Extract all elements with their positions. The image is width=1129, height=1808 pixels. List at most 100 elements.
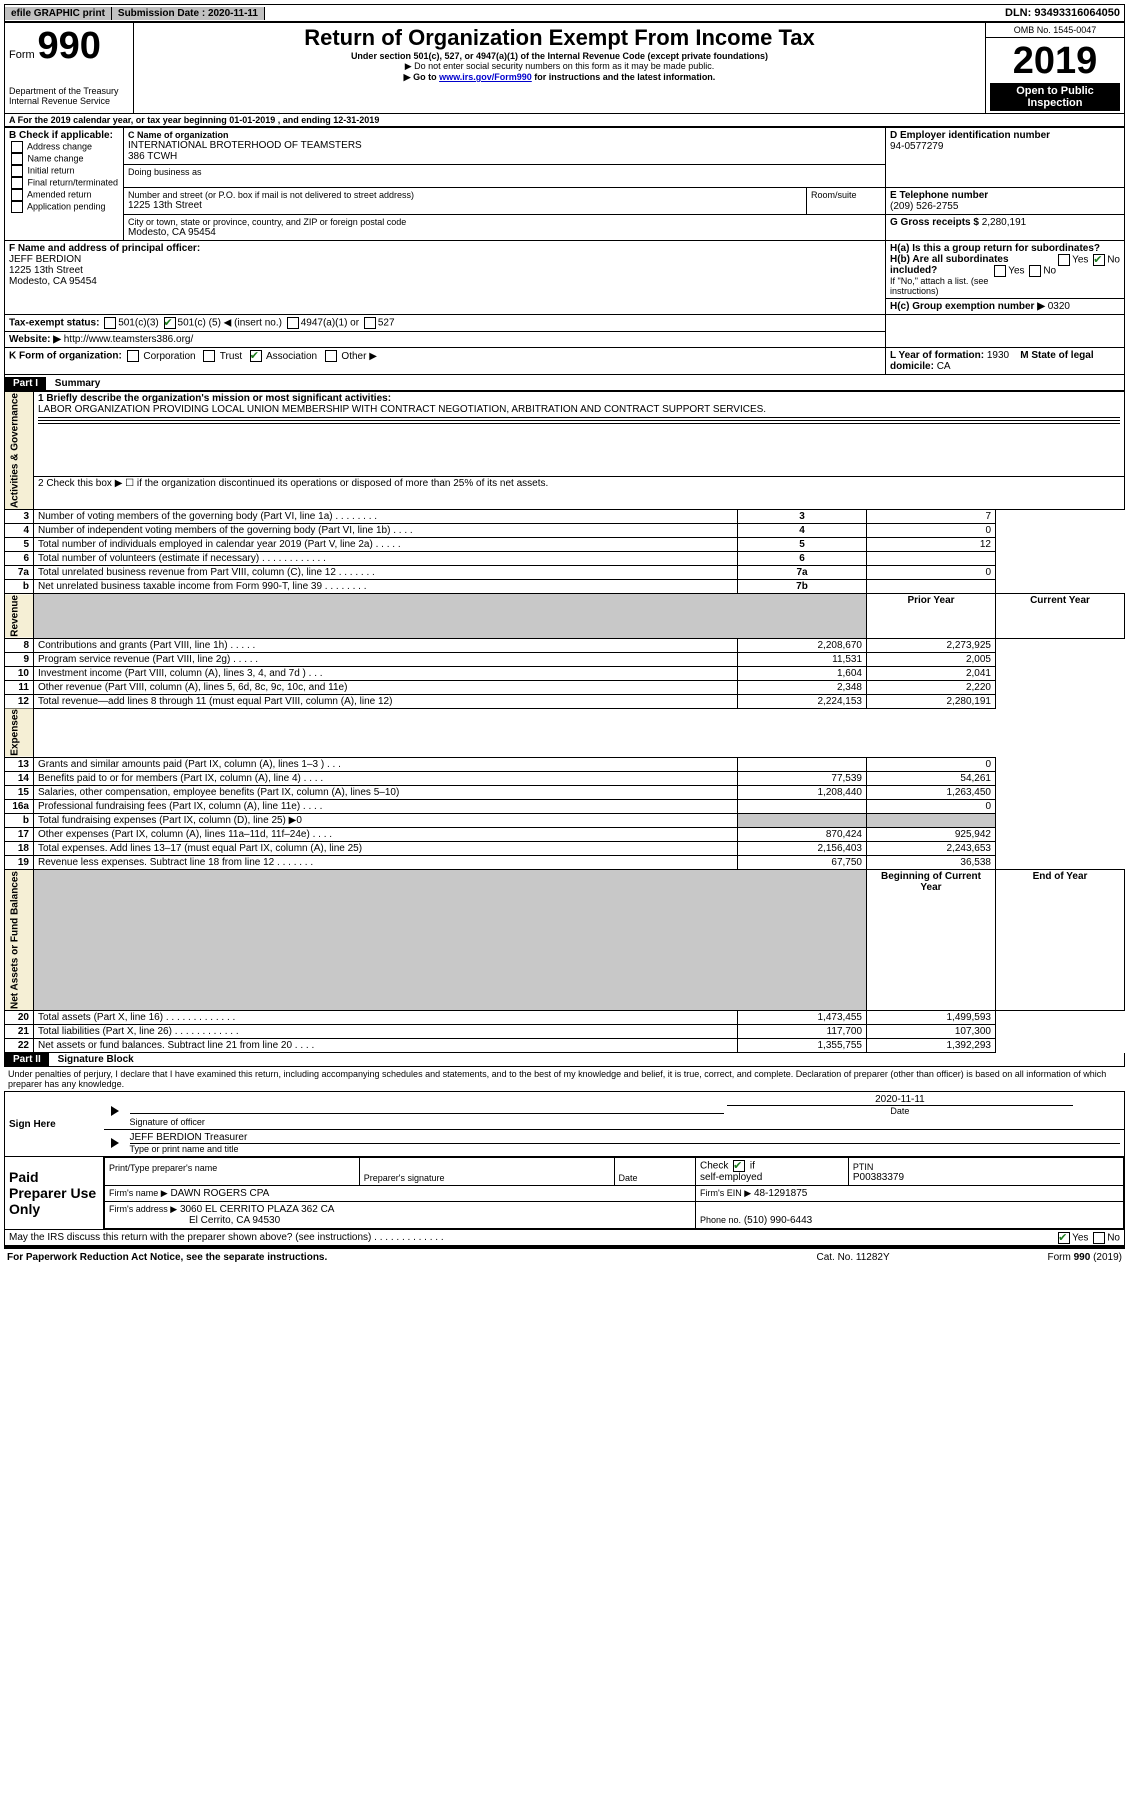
row-num: 12 <box>5 694 34 708</box>
row-cy: 2,041 <box>867 666 996 680</box>
b-opt-check[interactable] <box>11 201 23 213</box>
b-opt-check[interactable] <box>11 177 23 189</box>
side-governance: Activities & Governance <box>5 392 34 510</box>
ha-no[interactable] <box>1093 254 1105 266</box>
row-num: 19 <box>5 856 34 870</box>
row-num: 22 <box>5 1039 34 1053</box>
i-501c[interactable] <box>164 317 176 329</box>
k-label: K Form of organization: <box>9 351 122 362</box>
ptin-label: PTIN <box>853 1162 1119 1172</box>
line2: 2 Check this box ▶ ☐ if the organization… <box>34 476 1125 509</box>
row-num: 18 <box>5 842 34 856</box>
discuss-no[interactable] <box>1093 1232 1105 1244</box>
i-527[interactable] <box>364 317 376 329</box>
self-employed-check[interactable] <box>733 1160 745 1172</box>
m-value: CA <box>937 361 951 372</box>
form-990: 990 <box>37 25 100 67</box>
city-label: City or town, state or province, country… <box>128 217 881 227</box>
footer-left: For Paperwork Reduction Act Notice, see … <box>6 1251 763 1264</box>
row-py: 2,224,153 <box>738 694 867 708</box>
row-desc: Total number of volunteers (estimate if … <box>34 552 738 566</box>
discuss-text: May the IRS discuss this return with the… <box>9 1232 444 1243</box>
hb-no[interactable] <box>1029 265 1041 277</box>
i-4947[interactable] <box>287 317 299 329</box>
typed-label: Type or print name and title <box>130 1144 1121 1154</box>
row-desc: Total assets (Part X, line 16) . . . . .… <box>34 1011 738 1025</box>
b-opt-check[interactable] <box>11 189 23 201</box>
dba-label: Doing business as <box>128 167 881 177</box>
row-py: 1,473,455 <box>738 1011 867 1025</box>
b-opt-check[interactable] <box>11 141 23 153</box>
phone: (209) 526-2755 <box>890 201 1120 212</box>
subtitle-3: ▶ Go to www.irs.gov/Form990 for instruct… <box>138 72 981 83</box>
p-sig-label: Preparer's signature <box>364 1173 610 1183</box>
submission-label: Submission Date : <box>118 8 205 19</box>
row-num: 7a <box>5 566 34 580</box>
side-expenses: Expenses <box>5 708 34 758</box>
row-cy <box>867 814 996 828</box>
row-num: b <box>5 580 34 594</box>
k-opt-check[interactable] <box>127 350 139 362</box>
side-revenue: Revenue <box>5 594 34 639</box>
firm-addr2: El Cerrito, CA 94530 <box>189 1215 280 1226</box>
dept-treasury: Department of the Treasury Internal Reve… <box>9 86 129 106</box>
row-desc: Program service revenue (Part VIII, line… <box>34 652 738 666</box>
row-num: 20 <box>5 1011 34 1025</box>
g-label: G Gross receipts $ <box>890 217 979 228</box>
row-cy: 36,538 <box>867 856 996 870</box>
k-opt-check[interactable] <box>203 350 215 362</box>
b-opt-check[interactable] <box>11 153 23 165</box>
row-desc: Professional fundraising fees (Part IX, … <box>34 800 738 814</box>
sig-date: 2020-11-11 <box>875 1094 925 1105</box>
row-value: 12 <box>867 538 996 552</box>
row-num: b <box>5 814 34 828</box>
submission-btn[interactable]: Submission Date : 2020-11-11 <box>112 7 265 20</box>
irs-link[interactable]: www.irs.gov/Form990 <box>439 72 532 82</box>
row-cy: 2,273,925 <box>867 638 996 652</box>
row-num: 14 <box>5 772 34 786</box>
side-netassets: Net Assets or Fund Balances <box>5 870 34 1011</box>
row-cy: 107,300 <box>867 1025 996 1039</box>
row-cy: 2,280,191 <box>867 694 996 708</box>
declaration: Under penalties of perjury, I declare th… <box>4 1067 1125 1091</box>
officer-city: Modesto, CA 95454 <box>9 276 881 287</box>
p-date-label: Date <box>619 1173 692 1183</box>
ha-yes[interactable] <box>1058 254 1070 266</box>
city: Modesto, CA 95454 <box>128 227 881 238</box>
street-label: Number and street (or P.O. box if mail i… <box>128 190 802 200</box>
row-desc: Number of voting members of the governin… <box>34 510 738 524</box>
l-label: L Year of formation: <box>890 350 984 361</box>
row-num: 4 <box>5 524 34 538</box>
sign-arrow-icon <box>111 1106 119 1116</box>
ha-label: H(a) Is this a group return for subordin… <box>890 243 1100 254</box>
row-desc: Total revenue—add lines 8 through 11 (mu… <box>34 694 738 708</box>
gross-receipts: 2,280,191 <box>982 217 1027 228</box>
footer-mid: Cat. No. 11282Y <box>765 1251 942 1264</box>
row-py <box>738 814 867 828</box>
b-opt-check[interactable] <box>11 165 23 177</box>
k-opt-check[interactable] <box>325 350 337 362</box>
row-py: 2,156,403 <box>738 842 867 856</box>
hb-label: H(b) Are all subordinates included? <box>890 254 1009 276</box>
phone-label: Phone no. <box>700 1215 741 1225</box>
row-num: 16a <box>5 800 34 814</box>
efile-btn[interactable]: efile GRAPHIC print <box>5 7 112 20</box>
k-opt-check[interactable] <box>250 350 262 362</box>
street: 1225 13th Street <box>128 200 802 211</box>
row-num: 13 <box>5 758 34 772</box>
row-cy: 54,261 <box>867 772 996 786</box>
firm-ein-label: Firm's EIN ▶ <box>700 1188 751 1198</box>
firm-phone: (510) 990-6443 <box>744 1215 812 1226</box>
row-desc: Grants and similar amounts paid (Part IX… <box>34 758 738 772</box>
hb-yes[interactable] <box>994 265 1006 277</box>
j-label: Website: ▶ <box>9 334 61 345</box>
info-grid: B Check if applicable: Address change Na… <box>4 127 1125 375</box>
room-label: Room/suite <box>811 190 881 200</box>
row-value <box>867 552 996 566</box>
row-box: 7b <box>738 580 867 594</box>
discuss-yes[interactable] <box>1058 1232 1070 1244</box>
row-box: 5 <box>738 538 867 552</box>
i-501c3[interactable] <box>104 317 116 329</box>
row-desc: Net unrelated business taxable income fr… <box>34 580 738 594</box>
l-value: 1930 <box>987 350 1009 361</box>
